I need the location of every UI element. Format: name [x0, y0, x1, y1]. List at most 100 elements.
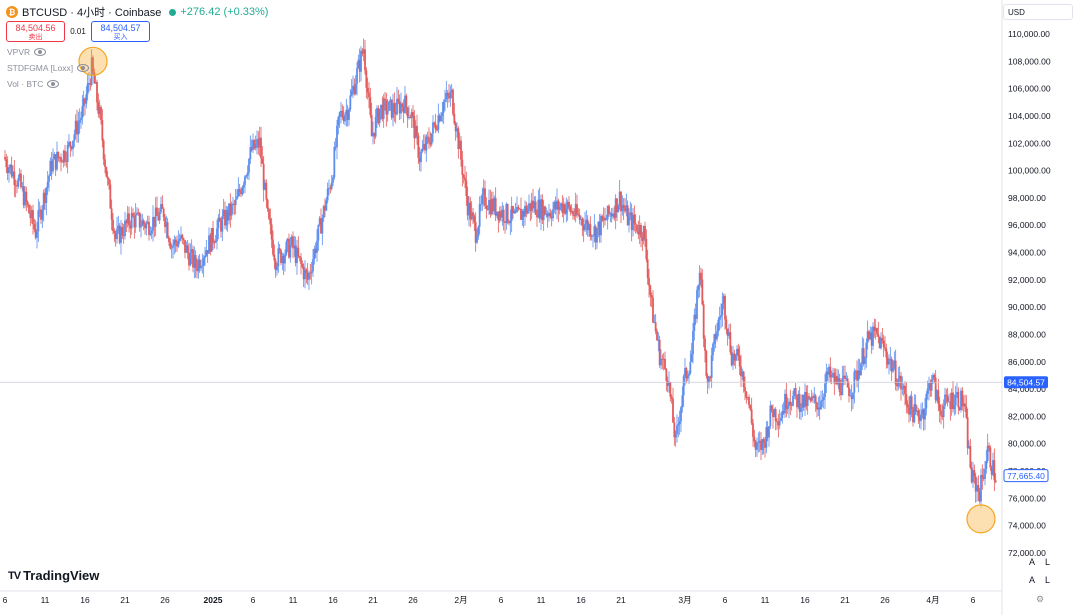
candle-body — [73, 134, 76, 141]
candle-body — [674, 433, 677, 438]
y-tick-label: 76,000.00 — [1008, 493, 1046, 503]
candle-body — [993, 460, 996, 481]
candle-body — [278, 248, 281, 251]
candle-body — [508, 221, 510, 224]
candle-body — [428, 137, 430, 143]
symbol-header[interactable]: ₿ BTCUSD · 4小时 · Coinbase +276.42 (+0.33… — [6, 4, 268, 20]
candle-body — [352, 85, 354, 91]
indicator-vpvr[interactable]: VPVR — [7, 47, 47, 57]
candle-body — [42, 192, 45, 210]
candle-body — [633, 214, 636, 224]
candle-body — [80, 117, 82, 121]
candle-body — [906, 404, 909, 408]
auto-scale-button-2[interactable]: A — [1029, 575, 1036, 585]
candle-body — [524, 205, 526, 217]
eye-icon[interactable] — [77, 64, 90, 72]
candle-body — [830, 375, 833, 378]
candle-body — [202, 258, 205, 266]
candle-body — [517, 206, 520, 209]
candle-body — [396, 98, 398, 115]
candle-body — [336, 125, 338, 148]
candle-body — [938, 403, 941, 411]
candle-body — [610, 213, 613, 217]
candle-body — [302, 266, 305, 280]
candle-body — [344, 114, 346, 122]
indicator-volume[interactable]: Vol · BTC — [7, 79, 60, 89]
candle-body — [230, 204, 233, 216]
candle-body — [836, 375, 838, 385]
candle-body — [804, 392, 806, 408]
x-tick-label: 6 — [723, 595, 728, 605]
candle-body — [634, 223, 637, 225]
candle-body — [254, 143, 257, 149]
candle-body — [481, 194, 484, 204]
candle-body — [865, 342, 868, 358]
eye-icon[interactable] — [34, 48, 47, 56]
candle-body — [686, 375, 689, 379]
candle-body — [338, 112, 341, 118]
currency-selector[interactable]: USD — [1003, 4, 1073, 20]
candle-body — [196, 268, 198, 272]
candle-body — [526, 208, 529, 214]
candle-body — [532, 200, 534, 209]
candle-body — [117, 225, 120, 229]
sell-button[interactable]: 84,504.56 卖出 — [6, 21, 65, 42]
candle-body — [334, 146, 337, 148]
candle-body — [666, 380, 669, 386]
candle-body — [49, 160, 52, 176]
candle-body — [305, 269, 308, 273]
symbol-title[interactable]: BTCUSD · 4小时 · Coinbase — [22, 7, 162, 19]
candle-body — [894, 360, 897, 385]
candle-body — [46, 181, 49, 188]
candle-body — [737, 348, 740, 356]
candle-body — [548, 212, 550, 217]
candle-body — [460, 140, 462, 160]
candle-body — [921, 409, 924, 415]
candle-body — [226, 210, 229, 221]
eye-icon[interactable] — [47, 80, 60, 88]
candle-body — [932, 375, 934, 380]
buy-button[interactable]: 84,504.57 买入 — [91, 21, 150, 42]
candle-body — [929, 383, 932, 391]
candle-body — [660, 358, 662, 366]
candle-body — [790, 404, 793, 406]
settings-icon[interactable]: ⚙ — [1036, 594, 1045, 604]
candle-body — [513, 210, 516, 213]
candle-body — [134, 214, 137, 228]
candle-body — [816, 402, 818, 410]
candle-body — [369, 97, 372, 115]
candle-body — [772, 410, 774, 418]
candle-body — [164, 217, 166, 227]
candle-body — [384, 98, 386, 101]
candle-body — [94, 82, 97, 84]
bitcoin-icon: ₿ — [6, 6, 18, 18]
candle-body — [986, 445, 989, 462]
candle-body — [734, 354, 737, 361]
log-scale-button[interactable]: L — [1045, 557, 1051, 567]
candle-body — [144, 224, 146, 229]
candle-body — [298, 256, 301, 258]
candle-body — [933, 375, 936, 378]
candle-body — [150, 230, 153, 234]
candle-body — [416, 125, 418, 136]
candle-body — [158, 212, 161, 221]
alert-price-tag — [1003, 469, 1049, 483]
candle-body — [649, 285, 652, 296]
candle-body — [78, 120, 81, 123]
candle-body — [961, 390, 964, 407]
log-scale-button-2[interactable]: L — [1045, 575, 1051, 585]
candle-body — [272, 239, 274, 255]
indicator-stdfgma[interactable]: STDFGMA [Loxx] — [7, 63, 90, 73]
y-tick-label: 72,000.00 — [1008, 548, 1046, 558]
candle-body — [874, 328, 877, 331]
candle-body — [738, 355, 741, 367]
candle-body — [244, 176, 246, 185]
candle-body — [889, 358, 892, 361]
candle-body — [26, 201, 29, 205]
candle-body — [982, 477, 985, 479]
candle-body — [533, 201, 536, 209]
auto-scale-button[interactable]: A — [1029, 557, 1036, 567]
candle-body — [650, 295, 653, 298]
candle-body — [301, 263, 304, 267]
